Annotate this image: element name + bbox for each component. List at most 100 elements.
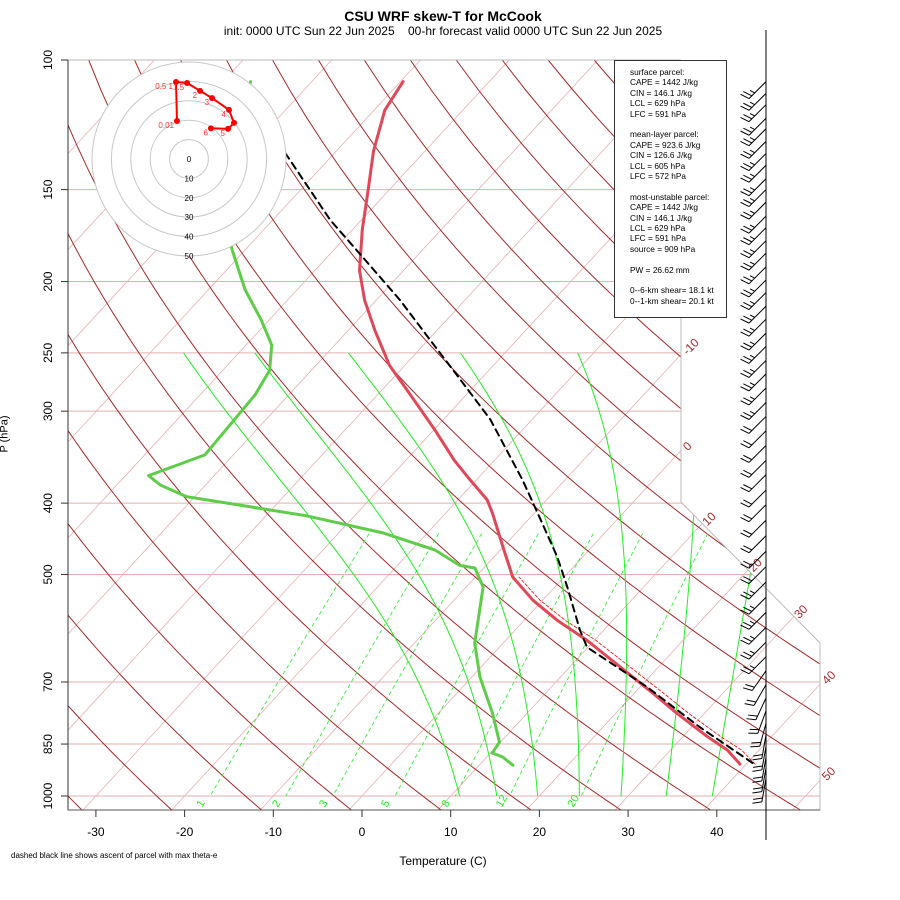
- wind-barb-half-feather: [749, 187, 755, 191]
- y-tick-label: 700: [41, 672, 55, 692]
- wind-barb-half-feather: [749, 300, 755, 305]
- wind-barb-half-feather: [749, 137, 755, 141]
- mixing-ratio-label: 20: [565, 793, 582, 810]
- wind-barb-feather: [740, 516, 750, 523]
- isotherm-label: 40: [819, 668, 839, 688]
- wind-barb: [740, 240, 767, 259]
- hodograph-point: [207, 125, 214, 132]
- most-unstable-lfc: LFC = 591 hPa: [630, 233, 687, 244]
- wind-barb: [744, 684, 767, 706]
- x-tick-label: 10: [444, 825, 458, 839]
- wind-barb-half-feather: [749, 665, 755, 669]
- wind-barb-feather: [750, 745, 760, 748]
- isotherm-line: [880, 60, 900, 812]
- wind-barb-feather: [743, 591, 753, 597]
- wind-barb-feather: [740, 105, 750, 111]
- wind-barb: [748, 710, 767, 734]
- y-tick-label: 200: [41, 271, 55, 291]
- y-tick-label: 500: [41, 564, 55, 584]
- hodograph-ring-label: 40: [185, 233, 194, 242]
- dry-adiabat-line: [226, 60, 820, 810]
- wind-barb-feather: [743, 102, 753, 108]
- wind-barb: [740, 332, 767, 351]
- hodograph-ring-label: 30: [185, 213, 194, 222]
- wind-barb: [740, 164, 767, 183]
- wind-barb-feather: [753, 776, 763, 779]
- wind-barb-feather: [740, 165, 750, 171]
- x-tick-label: -30: [87, 825, 105, 839]
- dry-adiabat-line: [68, 60, 534, 810]
- parcel-ascent-profile: [283, 150, 754, 764]
- wind-barb-feather: [743, 302, 753, 308]
- wind-barb-half-feather: [749, 210, 755, 214]
- wind-barb-half-feather: [749, 288, 755, 292]
- x-tick-label: 20: [533, 825, 547, 839]
- wind-barb-feather: [740, 578, 750, 585]
- wind-barb-half-feather: [749, 410, 755, 415]
- wind-barb: [752, 734, 767, 761]
- wind-barb-half-feather: [749, 314, 755, 318]
- wind-barb: [740, 460, 767, 478]
- surface-lcl: LCL = 629 hPa: [630, 98, 686, 109]
- wind-barb: [752, 746, 767, 772]
- dry-adiabat-line: [88, 60, 804, 810]
- wind-barb: [740, 279, 767, 298]
- wind-barb-feather: [740, 624, 750, 630]
- chart-subtitle: init: 0000 UTC Sun 22 Jun 2025 00-hr for…: [223, 24, 663, 38]
- wind-barb-feather: [743, 328, 753, 334]
- wind-barb-staff: [751, 670, 767, 691]
- isotherm-label: 0: [680, 439, 695, 454]
- wind-barb-feather: [743, 199, 753, 205]
- wind-barb: [740, 445, 767, 463]
- wind-barb: [740, 227, 767, 246]
- wind-barb: [740, 626, 767, 645]
- wind-barb: [740, 178, 767, 197]
- wind-barb-feather: [743, 369, 753, 376]
- wind-barb-feather: [740, 93, 750, 100]
- chart-title: CSU WRF skew-T for McCook: [344, 8, 542, 24]
- dry-adiabat-line: [317, 60, 820, 810]
- wind-barb-feather: [740, 386, 750, 392]
- wind-barb: [740, 474, 767, 493]
- wind-barb-feather: [745, 684, 755, 688]
- wind-barb-feather: [740, 116, 750, 123]
- hodograph-point: [225, 106, 232, 113]
- wind-barb-half-feather: [749, 126, 755, 131]
- wind-barb-half-feather: [749, 113, 755, 117]
- isotherm-label: 10: [699, 509, 719, 529]
- wind-barb-feather: [740, 214, 750, 220]
- wind-barb: [740, 215, 767, 234]
- temperature-profile: [358, 80, 742, 766]
- dry-adiabat-line: [68, 60, 264, 810]
- wind-barb: [740, 266, 767, 285]
- wind-barb-half-feather: [749, 149, 755, 154]
- wind-barb-feather: [740, 252, 750, 259]
- wind-barb-feather: [743, 499, 753, 505]
- wind-barb-staff: [755, 697, 767, 720]
- wind-barb-feather: [751, 741, 761, 744]
- wind-barb-feather: [743, 138, 753, 144]
- hodograph-height-label: 0.5 1: [155, 82, 173, 91]
- mixing-ratio-line: [509, 533, 644, 797]
- mixing-ratio-label: 3: [317, 798, 330, 809]
- wind-barb-feather: [752, 801, 762, 804]
- wind-barb-feather: [740, 130, 750, 136]
- wind-barb-feather: [740, 141, 750, 147]
- wind-barb: [740, 252, 767, 271]
- wind-barb-feather: [743, 576, 753, 582]
- parcel-info-box: surface parcel: CAPE = 1442 J/kg CIN = 1…: [614, 60, 727, 318]
- wind-barb-feather: [753, 754, 763, 757]
- wind-barb-feather: [740, 414, 750, 420]
- wind-barb-feather: [743, 383, 753, 389]
- y-tick-label: 400: [41, 493, 55, 513]
- x-tick-label: -20: [176, 825, 194, 839]
- hodograph-height-label: 1.5: [173, 83, 185, 92]
- wind-barb-feather: [740, 400, 750, 406]
- isotherm-line: [258, 60, 820, 810]
- wind-barb: [740, 153, 767, 171]
- wind-barb-feather: [740, 331, 750, 337]
- wind-barb-feather: [743, 411, 753, 418]
- wind-barb-feather: [743, 651, 753, 657]
- hodograph-ring: [149, 119, 229, 199]
- shear-0-6km: 0--6-km shear= 18.1 kt: [630, 285, 714, 296]
